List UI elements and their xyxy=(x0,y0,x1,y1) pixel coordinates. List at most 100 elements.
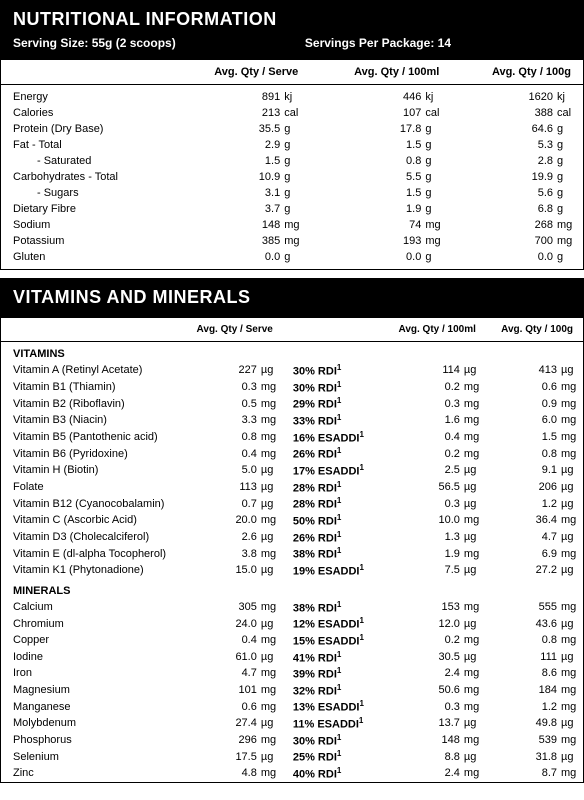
p100ml-unit: cal xyxy=(423,105,451,121)
p100ml-unit: g xyxy=(423,249,451,269)
p100ml-unit: mg xyxy=(462,765,486,782)
vitamins-title: VITAMINS AND MINERALS xyxy=(13,287,571,308)
serve-unit: mg xyxy=(259,665,283,682)
p100ml-unit: µg xyxy=(462,495,486,512)
p100g-unit: µg xyxy=(559,715,583,732)
p100ml-val: 1.3 xyxy=(383,529,462,546)
serve-val: 1.5 xyxy=(171,153,282,169)
p100ml-unit: mg xyxy=(462,599,486,616)
vm-col-serve: Avg. Qty / Serve xyxy=(181,318,283,342)
rdi-val: 15% ESADDI1 xyxy=(283,632,383,649)
row-name: Fat - Total xyxy=(1,137,171,153)
serve-unit: mg xyxy=(259,429,283,446)
p100g-unit: µg xyxy=(559,615,583,632)
rdi-val: 12% ESADDI1 xyxy=(283,615,383,632)
serve-unit: mg xyxy=(282,217,310,233)
p100ml-val: 56.5 xyxy=(383,479,462,496)
serve-unit: cal xyxy=(282,105,310,121)
p100ml-val: 148 xyxy=(383,732,462,749)
p100ml-val: 2.4 xyxy=(383,765,462,782)
p100g-val: 111 xyxy=(486,649,559,666)
p100g-unit: g xyxy=(555,201,583,217)
p100ml-unit: g xyxy=(423,121,451,137)
p100g-unit: g xyxy=(555,169,583,185)
rdi-val: 25% RDI1 xyxy=(283,748,383,765)
row-name: Vitamin A (Retinyl Acetate) xyxy=(1,362,181,379)
serve-val: 213 xyxy=(171,105,282,121)
row-name: Sodium xyxy=(1,217,171,233)
row-name: Vitamin B5 (Pantothenic acid) xyxy=(1,429,181,446)
serve-val: 113 xyxy=(181,479,259,496)
serve-unit: mg xyxy=(259,632,283,649)
rdi-val: 16% ESADDI1 xyxy=(283,429,383,446)
p100ml-unit: µg xyxy=(462,462,486,479)
p100ml-val: 1.5 xyxy=(310,185,423,201)
serve-val: 0.4 xyxy=(181,632,259,649)
p100ml-unit: µg xyxy=(462,649,486,666)
serve-val: 0.0 xyxy=(171,249,282,269)
serve-val: 35.5 xyxy=(171,121,282,137)
p100ml-unit: mg xyxy=(462,379,486,396)
p100g-val: 5.3 xyxy=(451,137,555,153)
table-row: Potassium385mg193mg700mg xyxy=(1,233,583,249)
row-name: Vitamin D3 (Cholecalciferol) xyxy=(1,529,181,546)
p100ml-val: 107 xyxy=(310,105,423,121)
p100g-unit: mg xyxy=(555,233,583,249)
p100g-unit: mg xyxy=(559,632,583,649)
p100g-val: 539 xyxy=(486,732,559,749)
row-name: Selenium xyxy=(1,748,181,765)
p100ml-val: 12.0 xyxy=(383,615,462,632)
table-row: Chromium24.0µg12% ESADDI112.0µg43.6µg xyxy=(1,615,583,632)
p100ml-val: 1.9 xyxy=(310,201,423,217)
row-name: Vitamin K1 (Phytonadione) xyxy=(1,562,181,579)
vm-col-rdi xyxy=(283,318,383,342)
p100g-val: 64.6 xyxy=(451,121,555,137)
rdi-val: 32% RDI1 xyxy=(283,682,383,699)
table-row: - Sugars3.1g1.5g5.6g xyxy=(1,185,583,201)
p100ml-unit: µg xyxy=(462,479,486,496)
p100ml-val: 74 xyxy=(310,217,423,233)
row-name: Chromium xyxy=(1,615,181,632)
serve-val: 0.5 xyxy=(181,395,259,412)
rdi-val: 38% RDI1 xyxy=(283,599,383,616)
p100g-unit: µg xyxy=(559,362,583,379)
p100ml-val: 2.5 xyxy=(383,462,462,479)
serve-val: 3.1 xyxy=(171,185,282,201)
col-blank xyxy=(1,60,171,85)
col-serve: Avg. Qty / Serve xyxy=(171,60,310,85)
p100g-val: 555 xyxy=(486,599,559,616)
serve-unit: µg xyxy=(259,529,283,546)
serve-unit: mg xyxy=(259,379,283,396)
p100ml-val: 446 xyxy=(310,85,423,106)
serve-unit: µg xyxy=(259,562,283,579)
rdi-val: 26% RDI1 xyxy=(283,529,383,546)
serve-unit: µg xyxy=(259,615,283,632)
serve-unit: µg xyxy=(259,748,283,765)
p100ml-val: 153 xyxy=(383,599,462,616)
p100ml-val: 10.0 xyxy=(383,512,462,529)
p100g-val: 413 xyxy=(486,362,559,379)
table-row: Manganese0.6mg13% ESADDI10.3mg1.2mg xyxy=(1,698,583,715)
serve-unit: mg xyxy=(259,545,283,562)
serve-unit: mg xyxy=(259,698,283,715)
p100ml-unit: µg xyxy=(462,715,486,732)
vitamins-panel: VITAMINS AND MINERALS Avg. Qty / Serve A… xyxy=(0,278,584,783)
table-row: - Saturated1.5g0.8g2.8g xyxy=(1,153,583,169)
p100ml-unit: mg xyxy=(462,429,486,446)
serve-val: 305 xyxy=(181,599,259,616)
p100g-val: 2.8 xyxy=(451,153,555,169)
row-name: Phosphorus xyxy=(1,732,181,749)
p100g-unit: mg xyxy=(559,665,583,682)
p100g-unit: µg xyxy=(559,748,583,765)
row-name: Gluten xyxy=(1,249,171,269)
p100g-unit: mg xyxy=(559,599,583,616)
p100ml-val: 0.3 xyxy=(383,495,462,512)
p100ml-unit: mg xyxy=(423,217,451,233)
p100g-val: 0.0 xyxy=(451,249,555,269)
p100g-unit: mg xyxy=(559,412,583,429)
serve-unit: µg xyxy=(259,649,283,666)
serve-val: 20.0 xyxy=(181,512,259,529)
table-row: Dietary Fibre3.7g1.9g6.8g xyxy=(1,201,583,217)
serve-val: 385 xyxy=(171,233,282,249)
p100g-val: 1.5 xyxy=(486,429,559,446)
